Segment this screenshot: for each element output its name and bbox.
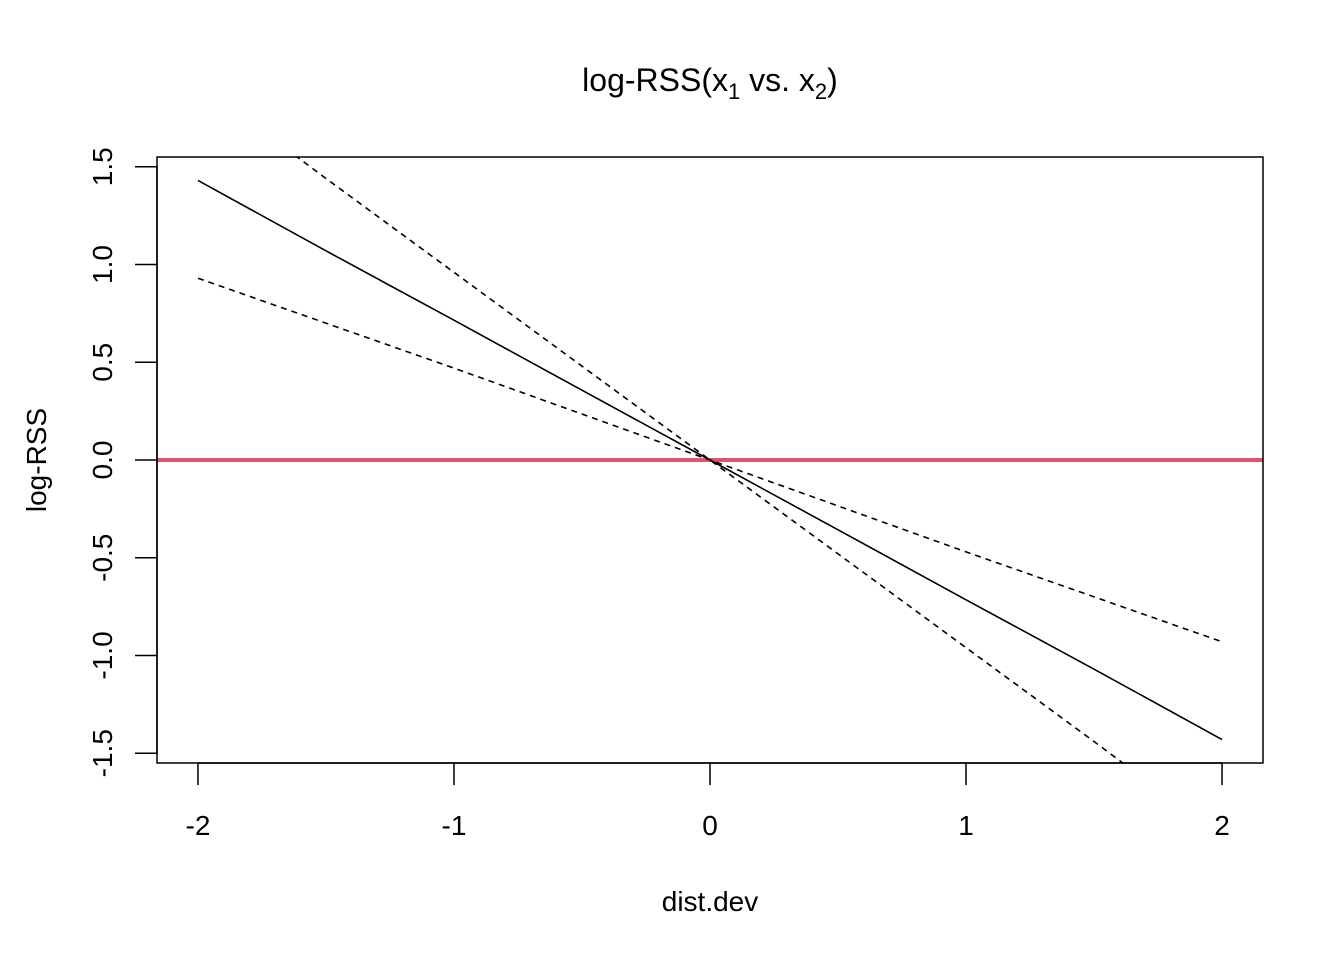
x-tick-label: -2 xyxy=(186,810,211,841)
y-tick-label: 1.0 xyxy=(87,245,118,284)
x-tick-label: -1 xyxy=(442,810,467,841)
title-subscript-1: 1 xyxy=(728,79,740,104)
y-tick-label: 0.0 xyxy=(87,441,118,480)
x-tick-label: 2 xyxy=(1214,810,1230,841)
title-prefix: log-RSS(x xyxy=(582,62,728,98)
x-tick-label: 1 xyxy=(958,810,974,841)
chart-title: log-RSS(x1 vs. x2) xyxy=(582,62,838,104)
series-line-3 xyxy=(197,277,1223,643)
title-suffix: ) xyxy=(827,62,838,98)
title-subscript-2: 2 xyxy=(815,79,827,104)
y-tick-label: -1.0 xyxy=(87,631,118,679)
series-line-2 xyxy=(295,157,1125,763)
y-axis: -1.5 -1.0 -0.5 0.0 0.5 1.0 1.5 xyxy=(87,147,158,777)
y-tick-label: -1.5 xyxy=(87,729,118,777)
title-middle: vs. x xyxy=(740,62,815,98)
x-tick-label: 0 xyxy=(702,810,718,841)
y-tick-label: -0.5 xyxy=(87,534,118,582)
y-tick-label: 1.5 xyxy=(87,147,118,186)
x-axis-label: dist.dev xyxy=(662,886,759,917)
x-axis: -2 -1 0 1 2 xyxy=(186,762,1230,841)
series-layer xyxy=(197,157,1223,763)
y-axis-label: log-RSS xyxy=(21,408,52,512)
y-tick-label: 0.5 xyxy=(87,343,118,382)
